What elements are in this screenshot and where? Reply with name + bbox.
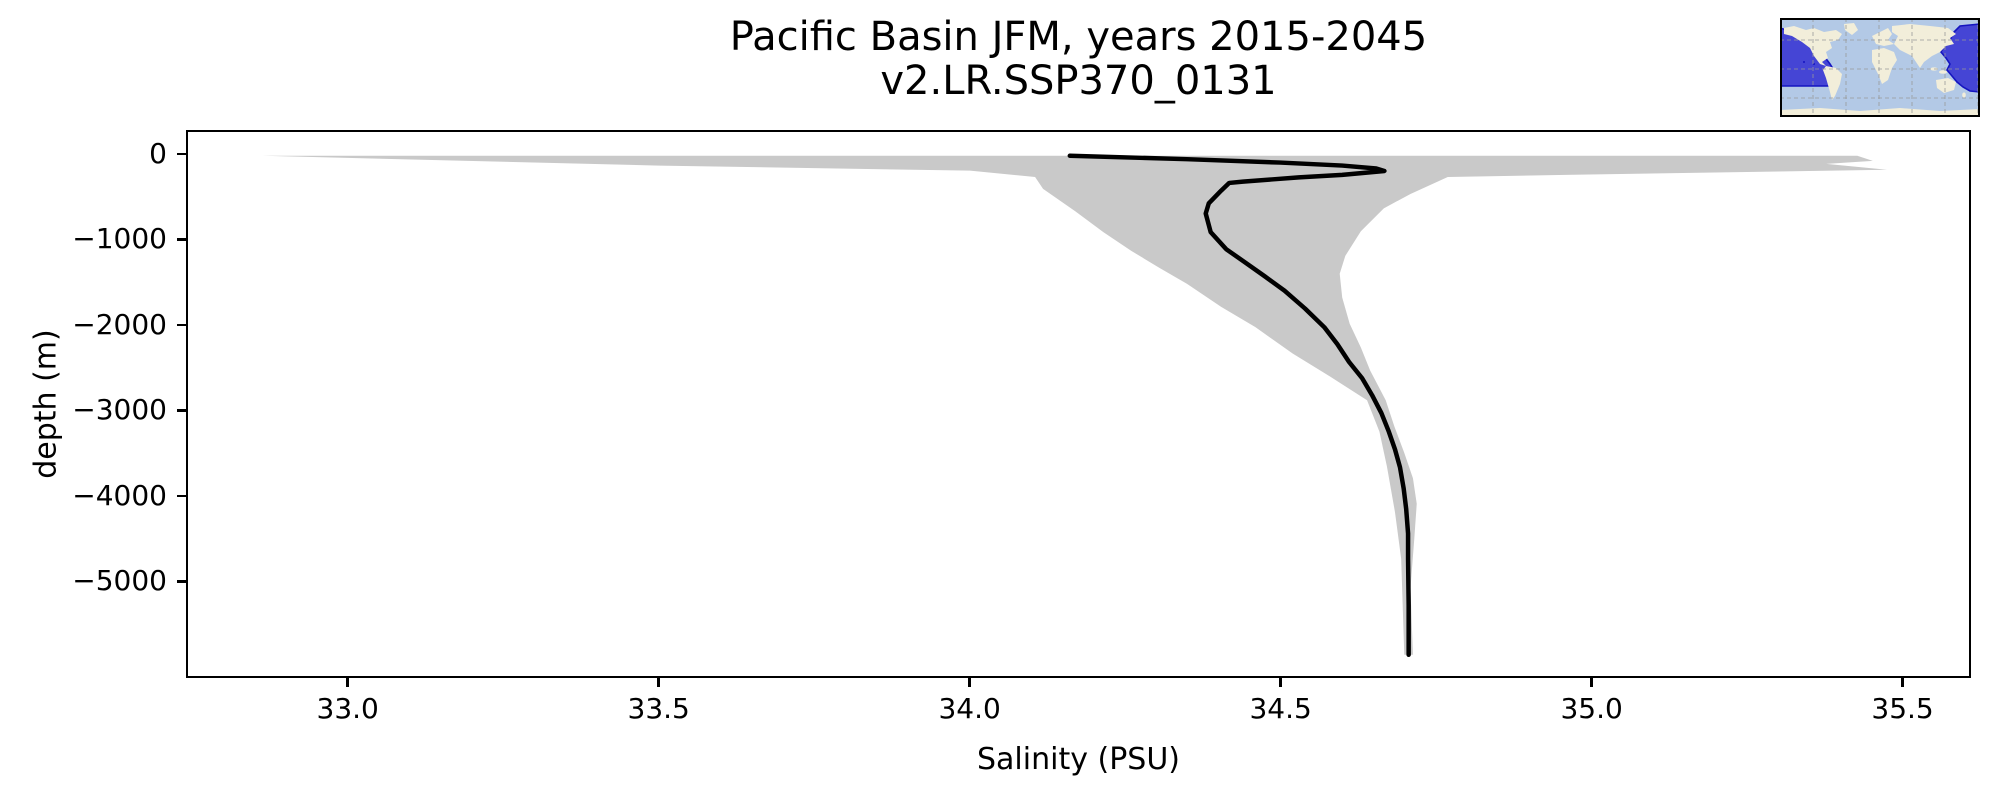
y-tick-label: −1000 [72,222,167,256]
y-tick-mark [177,494,186,498]
x-axis-label: Salinity (PSU) [977,742,1180,777]
land-africa [1872,48,1897,84]
y-tick-label: −5000 [72,564,167,598]
x-tick-label: 34.0 [938,692,1001,725]
land-new-guinea [1939,70,1947,74]
x-tick-mark [1590,678,1593,687]
land-asia [1892,24,1956,68]
land-europe [1872,28,1894,46]
y-tick-mark [177,323,186,327]
map-frame [1780,18,1980,117]
x-tick-mark [1279,678,1282,687]
y-tick-mark [177,238,186,241]
y-tick-label: 0 [149,136,167,170]
y-tick-mark [177,409,186,412]
island-dot-1 [1803,61,1805,63]
y-tick-label: −3000 [72,393,167,427]
chart-title-line2: v2.LR.SSP370_0131 [880,58,1277,104]
mean-profile-line [1067,153,1411,657]
y-tick-label: −4000 [72,478,167,512]
land-antarctica [1780,108,1980,117]
x-tick-mark [968,678,971,687]
x-tick-mark [346,678,349,687]
y-tick-mark [177,152,186,156]
land-south-america [1823,66,1842,100]
land-greenland [1844,23,1858,35]
map-gridlines [1780,18,1980,117]
chart-title-line1: Pacific Basin JFM, years 2015-2045 [729,14,1428,60]
salinity-profile-chart [262,153,1888,657]
y-tick-mark [177,580,186,583]
plot-area [186,130,1971,678]
x-tick-label: 35.0 [1560,692,1623,725]
x-tick-label: 34.5 [1249,692,1312,725]
x-tick-mark [657,678,660,687]
x-tick-label: 33.5 [627,692,690,725]
envelope-band [262,155,1888,655]
y-tick-label: −2000 [72,307,167,341]
island-dot-2 [1813,63,1815,65]
inset-map [1780,18,1980,117]
land-australia [1936,78,1956,93]
x-tick-mark [1901,678,1904,687]
x-tick-label: 33.0 [316,692,379,725]
land-new-zealand [1962,92,1966,98]
x-tick-label: 35.5 [1871,692,1934,725]
